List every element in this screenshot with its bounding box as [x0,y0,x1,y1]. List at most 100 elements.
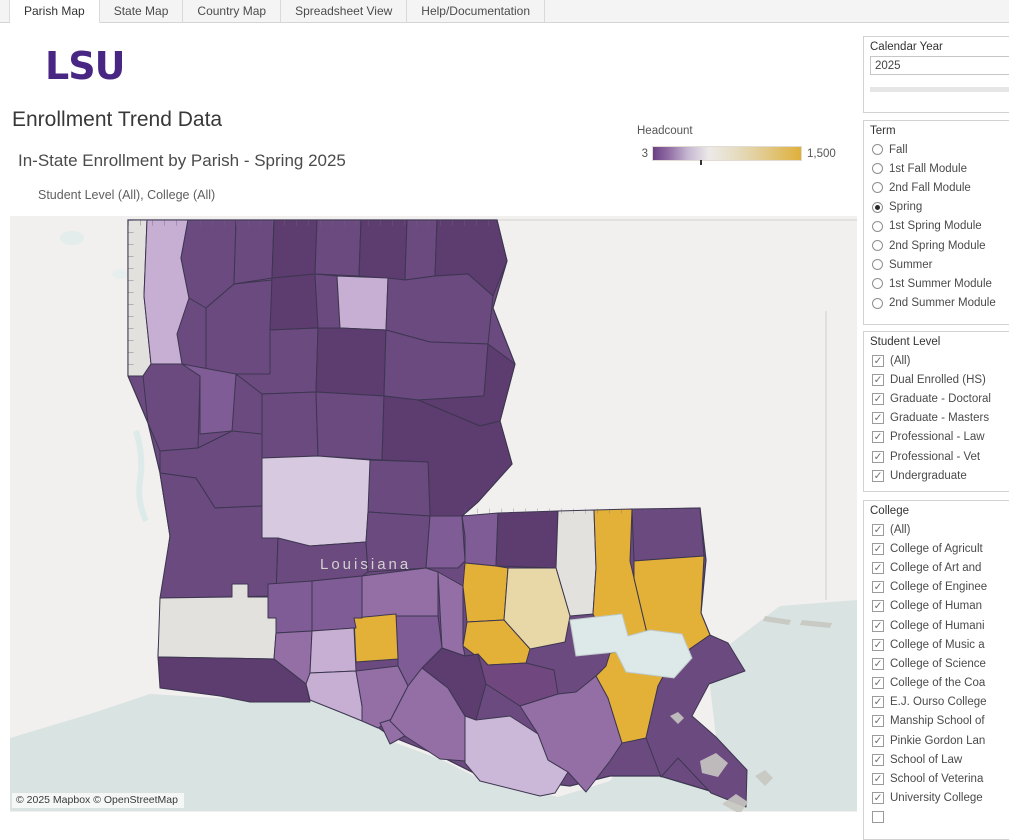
radio-icon[interactable] [872,278,883,290]
parish-region-41[interactable] [361,567,439,619]
parish-region-25[interactable] [367,459,431,517]
checkbox-icon[interactable]: ✓ [872,677,884,690]
checkbox-icon[interactable]: ✓ [872,450,884,463]
term-option-1st-fall-module[interactable]: 1st Fall Module [870,159,1006,178]
radio-icon[interactable] [872,240,883,252]
checkbox-icon[interactable]: ✓ [872,753,884,766]
checkbox-icon[interactable]: ✓ [872,431,884,444]
college-option-college-of-the-coa[interactable]: ✓ College of the Coa [870,674,1006,693]
college-option-college-of-humani[interactable]: ✓ College of Humani [870,616,1006,635]
parish-region-30[interactable] [425,515,466,569]
parish-map[interactable]: Louisiana © 2025 Mapbox © OpenStreetMap [10,216,857,812]
term-option-spring[interactable]: Spring [870,198,1006,217]
college-option-college-of-science[interactable]: ✓ College of Science [870,654,1006,673]
radio-icon[interactable] [872,259,883,271]
college-option-college-of-music-a[interactable]: ✓ College of Music a [870,635,1006,654]
checkbox-icon[interactable]: ✓ [872,715,884,728]
student-level-option-graduate-doctoral[interactable]: ✓ Graduate - Doctoral [870,389,1006,408]
college-option-college-of-agricult[interactable]: ✓ College of Agricult [870,539,1006,558]
tab-parish-map[interactable]: Parish Map [10,0,100,23]
college-option-college-of-enginee[interactable]: ✓ College of Enginee [870,578,1006,597]
parish-region-22[interactable] [261,391,319,459]
college-option-school-of-veterina[interactable]: ✓ School of Veterina [870,769,1006,788]
parish-region-14[interactable] [385,273,494,345]
parish-region-12[interactable] [314,273,341,329]
parish-region-13[interactable] [336,275,389,331]
checkbox-icon[interactable]: ✓ [872,523,884,536]
checkbox-icon[interactable]: ✓ [872,792,884,805]
radio-icon[interactable] [872,182,883,194]
college-option-item[interactable] [870,808,1006,827]
checkbox-icon[interactable]: ✓ [872,696,884,709]
tab-help-documentation[interactable]: Help/Documentation [407,0,546,23]
parish-region-4[interactable] [233,219,275,285]
student-level-option-professional-vet[interactable]: ✓ Professional - Vet [870,447,1006,466]
term-option-summer[interactable]: Summer [870,255,1006,274]
college-option-college-of-human[interactable]: ✓ College of Human [870,597,1006,616]
radio-icon[interactable] [872,144,883,156]
tab-country-map[interactable]: Country Map [183,0,282,23]
checkbox-icon[interactable]: ✓ [872,619,884,632]
parish-region-57[interactable] [519,675,623,793]
checkbox-icon[interactable]: ✓ [872,638,884,651]
checkbox-icon[interactable]: ✓ [872,581,884,594]
college-option-college-of-art-and[interactable]: ✓ College of Art and [870,558,1006,577]
checkbox-icon[interactable]: ✓ [872,542,884,555]
parish-region-23[interactable] [315,391,385,461]
student-level-option-professional-law[interactable]: ✓ Professional - Law [870,428,1006,447]
parish-region-44[interactable] [311,575,363,632]
parish-region-35[interactable] [631,507,705,562]
college-option-manship-school-of[interactable]: ✓ Manship School of [870,712,1006,731]
college-option-e-j-ourso-college[interactable]: ✓ E.J. Ourso College [870,693,1006,712]
checkbox-icon[interactable]: ✓ [872,773,884,786]
parish-region-16[interactable] [315,327,387,397]
term-option-2nd-spring-module[interactable]: 2nd Spring Module [870,236,1006,255]
college-option-university-college[interactable]: ✓ University College [870,789,1006,808]
parish-region-8[interactable] [404,219,438,281]
parish-region-32[interactable] [495,510,559,569]
parish-region-20[interactable] [181,363,237,435]
parish-region-29[interactable] [365,511,431,573]
term-option-1st-spring-module[interactable]: 1st Spring Module [870,217,1006,236]
checkbox-icon[interactable]: ✓ [872,469,884,482]
parish-region-11[interactable] [269,273,319,331]
radio-icon[interactable] [872,220,883,232]
radio-icon[interactable] [872,297,883,309]
checkbox-icon[interactable]: ✓ [872,657,884,670]
radio-icon[interactable] [872,163,883,175]
checkbox-icon[interactable] [872,811,884,824]
checkbox-icon[interactable]: ✓ [872,600,884,613]
student-level-option-graduate-masters[interactable]: ✓ Graduate - Masters [870,409,1006,428]
term-option-fall[interactable]: Fall [870,140,1006,159]
parish-region-37[interactable] [462,562,509,623]
parish-region-55[interactable] [477,653,559,707]
calendar-year-input[interactable] [870,56,1009,75]
college-option-all[interactable]: ✓ (All) [870,520,1006,539]
checkbox-icon[interactable]: ✓ [872,354,884,367]
parish-region-31[interactable] [461,512,499,567]
student-level-option-all[interactable]: ✓ (All) [870,351,1006,370]
parish-region-26[interactable] [261,455,371,547]
parish-region-40[interactable] [437,571,466,657]
parish-region-27[interactable] [159,472,279,599]
parish-region-43[interactable] [353,613,399,663]
checkbox-icon[interactable]: ✓ [872,373,884,386]
parish-region-6[interactable] [314,219,362,277]
calendar-year-slider[interactable] [870,87,1009,101]
parish-region-5[interactable] [271,219,318,279]
tab-spreadsheet-view[interactable]: Spreadsheet View [281,0,408,23]
student-level-option-dual-enrolled-hs[interactable]: ✓ Dual Enrolled (HS) [870,370,1006,389]
checkbox-icon[interactable]: ✓ [872,561,884,574]
term-option-2nd-fall-module[interactable]: 2nd Fall Module [870,178,1006,197]
radio-icon[interactable] [872,201,883,213]
student-level-option-undergraduate[interactable]: ✓ Undergraduate [870,466,1006,485]
tab-state-map[interactable]: State Map [100,0,184,23]
checkbox-icon[interactable]: ✓ [872,412,884,425]
college-option-school-of-law[interactable]: ✓ School of Law [870,750,1006,769]
checkbox-icon[interactable]: ✓ [872,392,884,405]
parish-region-7[interactable] [358,219,408,281]
term-option-1st-summer-module[interactable]: 1st Summer Module [870,274,1006,293]
term-option-2nd-summer-module[interactable]: 2nd Summer Module [870,294,1006,313]
college-option-pinkie-gordon-lan[interactable]: ✓ Pinkie Gordon Lan [870,731,1006,750]
parish-region-48[interactable] [157,656,311,703]
